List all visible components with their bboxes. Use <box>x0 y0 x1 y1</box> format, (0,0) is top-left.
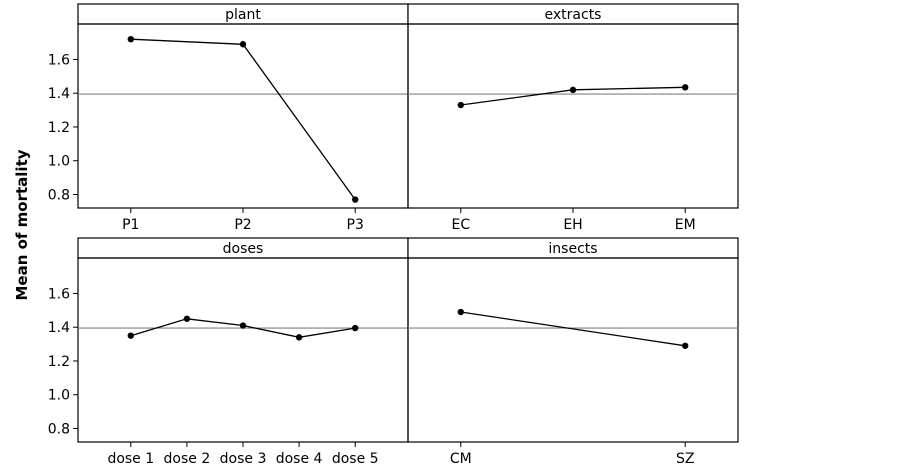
panels-layer: plant 0.8 1.0 1.2 1.4 1.6 P1 P2 P3 extracts EC EH EM… <box>48 3 739 467</box>
x-tick-label-em: EM <box>675 217 696 233</box>
data-point-extracts-em <box>682 84 689 91</box>
y-tick-label: 1.2 <box>48 354 70 370</box>
y-tick-label: 1.2 <box>48 120 70 136</box>
y-tick-label: 1.6 <box>48 286 70 302</box>
x-tick-label-cm: CM <box>450 451 472 467</box>
y-tick-label: 1.0 <box>48 154 70 170</box>
x-tick-label-sz: SZ <box>676 451 694 467</box>
data-point-insects-cm <box>457 308 464 316</box>
panel-title-insects: insects <box>548 241 597 257</box>
panel-frame <box>407 257 739 443</box>
y-tick-label: 1.4 <box>48 86 70 102</box>
x-tick-label-dose-4: dose 4 <box>276 451 323 467</box>
data-point-doses-dose-4 <box>295 334 303 341</box>
y-tick-label: 1.4 <box>48 320 70 336</box>
x-tick-label-p2: P2 <box>234 217 251 233</box>
y-tick-label: 1.0 <box>48 388 70 404</box>
data-point-plant-p2 <box>239 41 247 48</box>
data-point-plant-p3 <box>352 196 359 203</box>
panel-title-extracts: extracts <box>545 7 602 23</box>
data-point-plant-p1 <box>127 35 134 43</box>
x-tick-label-dose-1: dose 1 <box>107 451 154 467</box>
y-tick-label: 1.6 <box>48 52 70 68</box>
panel-frame <box>77 257 409 443</box>
x-tick-label-ec: EC <box>451 217 470 233</box>
series-line-plant <box>130 38 356 200</box>
panel-title-doses: doses <box>223 241 264 257</box>
panel-frame <box>77 23 409 209</box>
data-point-doses-dose-3 <box>239 322 247 329</box>
x-tick-label-p1: P1 <box>122 217 139 233</box>
x-tick-label-p3: P3 <box>347 217 364 233</box>
x-tick-label-dose-5: dose 5 <box>332 451 379 467</box>
data-point-doses-dose-5 <box>352 324 359 332</box>
data-point-extracts-ec <box>457 101 464 109</box>
data-point-extracts-eh <box>569 86 577 94</box>
x-tick-label-dose-3: dose 3 <box>220 451 267 467</box>
data-point-insects-sz <box>682 342 689 349</box>
data-point-doses-dose-1 <box>127 332 134 339</box>
x-tick-label-eh: EH <box>563 217 582 233</box>
panel-title-plant: plant <box>225 7 261 23</box>
x-tick-label-dose-2: dose 2 <box>164 451 211 467</box>
y-tick-label: 0.8 <box>48 421 70 437</box>
y-axis-label: Mean of mortality <box>13 149 31 300</box>
y-tick-label: 0.8 <box>48 187 70 203</box>
panel-frame <box>407 23 739 209</box>
series-line-insects <box>460 311 686 347</box>
data-point-doses-dose-2 <box>183 315 191 322</box>
